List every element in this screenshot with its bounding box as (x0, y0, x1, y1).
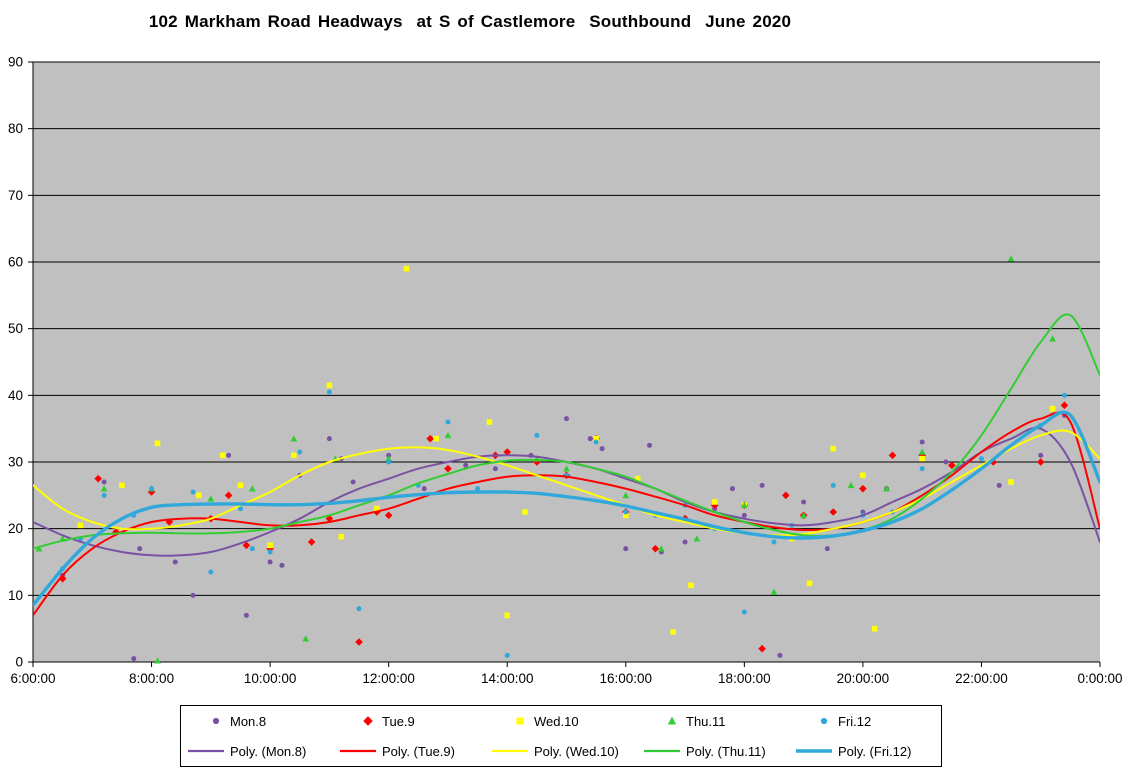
chart-plot: 0 10 20 30 40 50 60 70 80 90 6:00:00 8:00:00 10:00:0… (8, 55, 1123, 687)
svg-text:6:00:00: 6:00:00 (10, 671, 55, 686)
legend-item-trendline: Poly. (Tue.9) (333, 744, 485, 759)
chart-legend: Mon.8 Tue.9 Wed.10 Thu.11 Fri.12 Poly. (Mon.… (180, 705, 942, 767)
legend-item-series: Mon.8 (181, 714, 333, 729)
svg-text:10: 10 (8, 588, 23, 603)
svg-text:60: 60 (8, 255, 23, 270)
legend-marker-icon (663, 714, 681, 728)
svg-text:20: 20 (8, 521, 23, 536)
legend-item-trendline: Poly. (Wed.10) (485, 744, 637, 759)
legend-item-trendline: Poly. (Thu.11) (637, 744, 789, 759)
legend-marker-icon (359, 714, 377, 728)
legend-series-label: Thu.11 (686, 713, 726, 729)
svg-text:70: 70 (8, 188, 23, 203)
svg-text:30: 30 (8, 455, 23, 470)
svg-text:20:00:00: 20:00:00 (837, 671, 890, 686)
legend-line-icon (187, 744, 225, 758)
legend-item-series: Thu.11 (637, 714, 789, 729)
legend-trendline-label: Poly. (Wed.10) (534, 743, 619, 759)
legend-marker-icon (207, 714, 225, 728)
legend-item-series: Wed.10 (485, 714, 637, 729)
svg-text:80: 80 (8, 121, 23, 136)
legend-row-trendlines: Poly. (Mon.8) Poly. (Tue.9) Poly. (Wed.10)… (181, 736, 941, 766)
svg-text:8:00:00: 8:00:00 (129, 671, 174, 686)
legend-series-label: Fri.12 (838, 713, 872, 729)
legend-row-markers: Mon.8 Tue.9 Wed.10 Thu.11 Fri.12 (181, 706, 941, 736)
legend-marker-icon (815, 714, 833, 728)
legend-line-icon (795, 744, 833, 758)
svg-text:14:00:00: 14:00:00 (481, 671, 534, 686)
legend-trendline-label: Poly. (Mon.8) (230, 743, 307, 759)
svg-text:0:00:00: 0:00:00 (1077, 671, 1122, 686)
legend-trendline-label: Poly. (Fri.12) (838, 743, 912, 759)
svg-text:50: 50 (8, 321, 23, 336)
legend-line-icon (643, 744, 681, 758)
legend-series-label: Wed.10 (534, 713, 579, 729)
svg-text:90: 90 (8, 55, 23, 70)
legend-item-trendline: Poly. (Mon.8) (181, 744, 333, 759)
svg-text:12:00:00: 12:00:00 (362, 671, 415, 686)
legend-line-icon (491, 744, 529, 758)
svg-text:0: 0 (15, 655, 23, 670)
legend-item-trendline: Poly. (Fri.12) (789, 744, 941, 759)
legend-line-icon (339, 744, 377, 758)
svg-text:18:00:00: 18:00:00 (718, 671, 771, 686)
legend-marker-icon (511, 714, 529, 728)
svg-text:40: 40 (8, 388, 23, 403)
svg-text:10:00:00: 10:00:00 (244, 671, 297, 686)
svg-text:22:00:00: 22:00:00 (955, 671, 1008, 686)
chart-title: 102 Markham Road Headways at S of Castle… (148, 12, 792, 31)
legend-trendline-label: Poly. (Tue.9) (382, 743, 455, 759)
legend-series-label: Tue.9 (382, 713, 415, 729)
legend-trendline-label: Poly. (Thu.11) (686, 743, 766, 759)
legend-series-label: Mon.8 (230, 713, 267, 729)
legend-item-series: Tue.9 (333, 714, 485, 729)
legend-item-series: Fri.12 (789, 714, 941, 729)
svg-text:16:00:00: 16:00:00 (599, 671, 652, 686)
